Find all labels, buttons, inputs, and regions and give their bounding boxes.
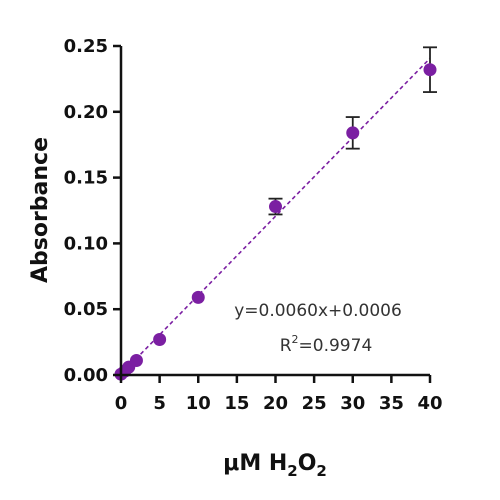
x-tick-label: 35 — [379, 393, 404, 414]
x-tick-label: 25 — [302, 393, 327, 414]
y-tick-label: 0.25 — [64, 36, 108, 57]
data-point — [423, 63, 437, 77]
data-point — [191, 290, 205, 304]
data-point — [346, 126, 360, 140]
y-ticks-layer: 0.00 0.05 0.10 0.15 0.20 0.25 — [64, 36, 121, 386]
y-tick-label: 0.00 — [64, 365, 108, 386]
y-tick-label: 0.05 — [64, 299, 108, 320]
r-squared: R2=0.9974 — [280, 333, 373, 356]
fit-equation: y=0.0060x+0.0006 — [234, 301, 402, 321]
fit-line-layer — [120, 57, 431, 375]
data-point — [153, 332, 167, 346]
y-tick-label: 0.10 — [64, 233, 108, 254]
x-tick-label: 10 — [186, 393, 211, 414]
x-tick-label: 20 — [263, 393, 288, 414]
y-axis-title: Absorbance — [28, 137, 53, 283]
x-tick-label: 15 — [224, 393, 249, 414]
x-tick-label: 40 — [417, 393, 442, 414]
data-point — [269, 200, 282, 214]
data-point — [129, 354, 143, 368]
x-ticks-layer: 0 5 10 15 20 25 30 35 40 — [115, 375, 443, 414]
y-tick-label: 0.20 — [64, 102, 108, 123]
x-tick-label: 5 — [153, 393, 166, 414]
x-tick-label: 0 — [115, 393, 128, 414]
data-points-layer — [114, 63, 437, 381]
y-tick-label: 0.15 — [64, 168, 108, 189]
x-axis-title: μM H2O2 — [223, 451, 327, 480]
fit-line — [120, 57, 431, 375]
x-tick-label: 30 — [340, 393, 365, 414]
